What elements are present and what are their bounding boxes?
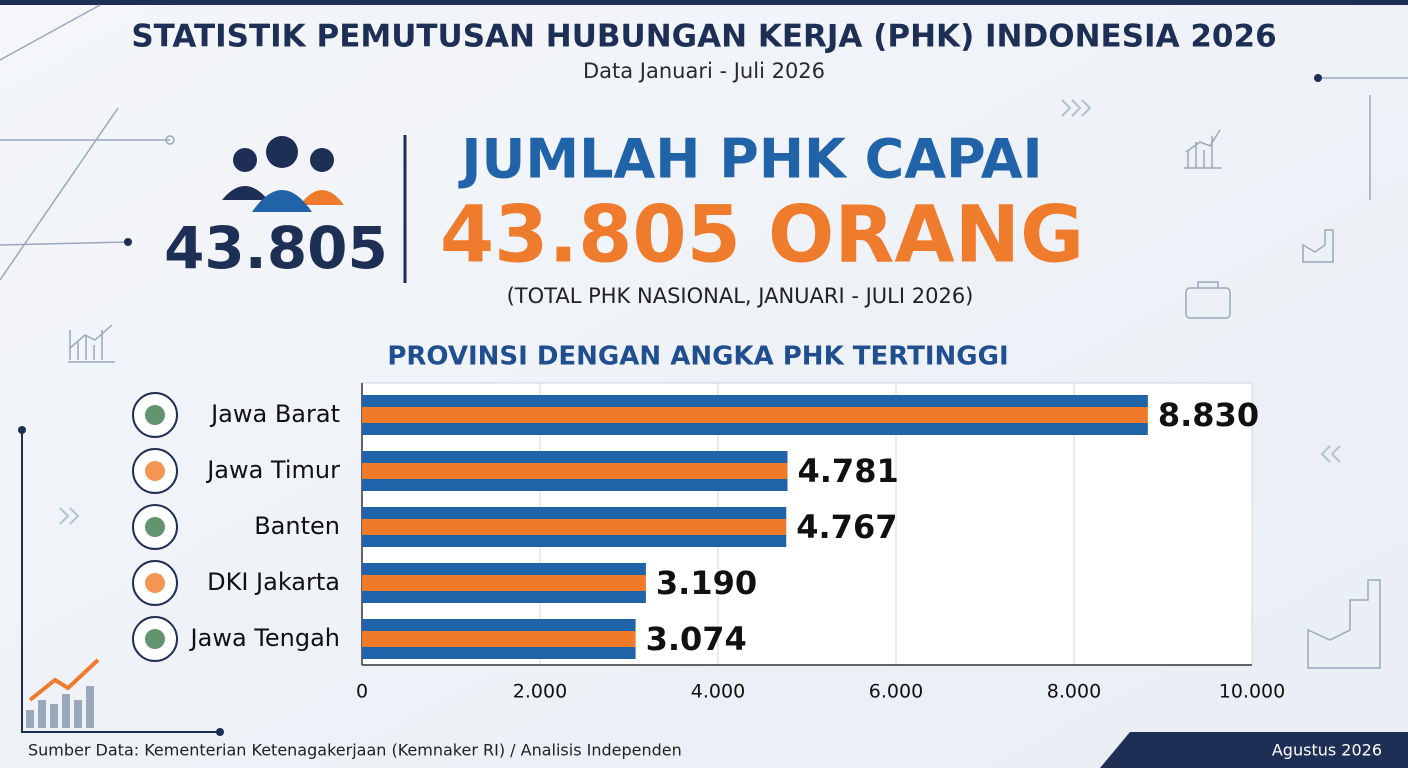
province-icon-inner	[145, 573, 165, 593]
decoration	[0, 4, 1408, 768]
category-label: Jawa Timur	[205, 456, 340, 484]
top-border	[0, 0, 1408, 5]
bar	[362, 451, 788, 491]
chart-title: PROVINSI DENGAN ANGKA PHK TERTINGGI	[387, 342, 1008, 372]
bar	[362, 619, 636, 659]
value-label: 8.830	[1158, 396, 1259, 434]
category-label: Banten	[254, 512, 340, 540]
headline-note: (TOTAL PHK NASIONAL, JANUARI - JULI 2026…	[507, 284, 974, 308]
headline-line1: JUMLAH PHK CAPAI	[457, 128, 1042, 191]
headline-line2: 43.805 ORANG	[440, 190, 1084, 280]
people-icon	[222, 136, 344, 212]
value-label: 4.781	[798, 452, 899, 490]
value-label: 3.190	[656, 564, 757, 602]
x-tick-label: 8.000	[1047, 681, 1101, 703]
bar-chart: 0 2.000 4.000 6.000 8.000 10.000 Jawa Barat 8.8…	[132, 382, 1285, 703]
bar	[362, 563, 646, 603]
bar	[362, 395, 1148, 435]
title: STATISTIK PEMUTUSAN HUBUNGAN KERJA (PHK)…	[131, 19, 1276, 55]
category-label: DKI Jakarta	[207, 568, 340, 596]
bar	[362, 507, 787, 547]
province-icon-inner	[145, 517, 165, 537]
date: Agustus 2026	[1272, 741, 1382, 760]
x-tick-label: 0	[356, 681, 368, 703]
x-tick-label: 4.000	[691, 681, 745, 703]
value-label: 3.074	[646, 620, 747, 658]
province-icon-inner	[145, 405, 165, 425]
source: Sumber Data: Kementerian Ketenagakerjaan…	[28, 741, 682, 760]
province-icon-inner	[145, 629, 165, 649]
x-tick-label: 10.000	[1219, 681, 1285, 703]
category-label: Jawa Tengah	[189, 624, 340, 652]
category-label: Jawa Barat	[209, 400, 340, 428]
province-icon-inner	[145, 461, 165, 481]
x-tick-label: 6.000	[869, 681, 923, 703]
total-number: 43.805	[164, 214, 388, 282]
subtitle: Data Januari - Juli 2026	[583, 59, 825, 83]
value-label: 4.767	[796, 508, 897, 546]
x-tick-label: 2.000	[513, 681, 567, 703]
